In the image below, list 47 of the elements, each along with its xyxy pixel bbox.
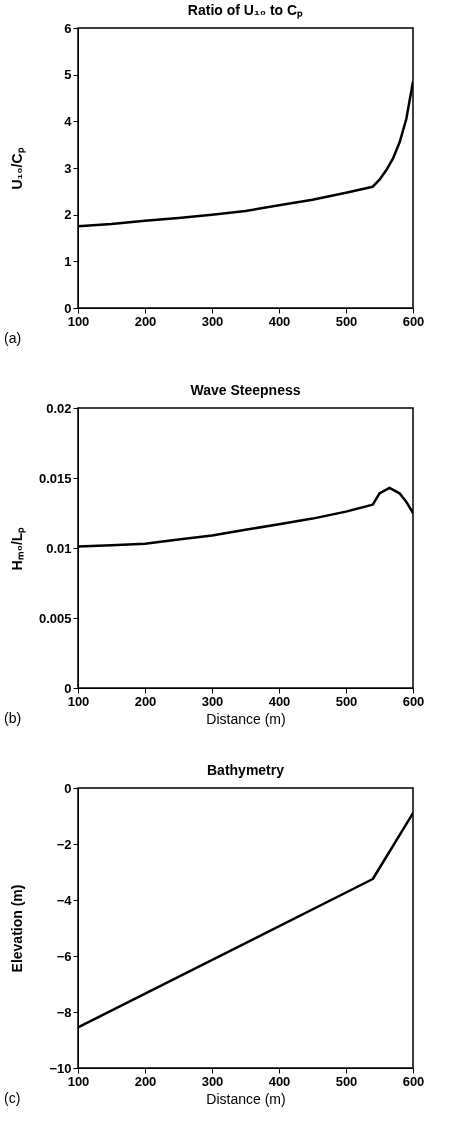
x-tick-label: 600	[402, 693, 425, 709]
x-tick-label: 500	[335, 1073, 358, 1089]
x-tick-label: 300	[201, 313, 224, 329]
x-axis-title: Distance (m)	[206, 1090, 286, 1107]
x-tick-label: 200	[134, 313, 157, 329]
y-tick-label: 6	[64, 20, 72, 36]
x-tick-label: 200	[134, 693, 157, 709]
x-tick-label: 400	[268, 693, 291, 709]
x-tick-label: 400	[268, 313, 291, 329]
y-axis-title: Hₘ₀/Lₚ	[8, 526, 26, 571]
x-tick-label: 300	[201, 693, 224, 709]
x-tick-label: 200	[134, 1073, 157, 1089]
y-tick-label: 2	[64, 207, 72, 223]
y-axis-title: Elevation (m)	[8, 884, 25, 973]
y-tick-label: 4	[64, 113, 73, 129]
x-tick-label: 500	[335, 693, 358, 709]
y-tick-label: 0	[64, 780, 72, 796]
x-tick-label: 400	[268, 1073, 291, 1089]
y-tick-label: −6	[56, 948, 72, 964]
y-tick-label: 5	[64, 67, 72, 83]
y-tick-label: −4	[56, 892, 73, 908]
y-tick-label: 0.02	[46, 400, 72, 416]
y-tick-label: 3	[64, 160, 72, 176]
x-tick-label: 600	[402, 313, 425, 329]
x-tick-label: 600	[402, 1073, 425, 1089]
x-tick-label: 100	[67, 693, 90, 709]
y-tick-label: 0.015	[38, 470, 72, 486]
text: (a)	[4, 330, 22, 346]
y-tick-label: 1	[64, 253, 72, 269]
x-tick-label: 100	[67, 1073, 90, 1089]
text: (b)	[4, 710, 22, 726]
y-tick-label: 0	[64, 300, 72, 316]
chart-title: Wave Steepness	[190, 382, 301, 398]
y-tick-label: 0.005	[38, 610, 72, 626]
chart-title: Ratio of U₁₀ to Cₚ	[187, 2, 304, 19]
y-axis-title: U₁₀/Cₚ	[8, 147, 26, 190]
y-tick-label: 0	[64, 680, 72, 696]
chart-title: Bathymetry	[206, 762, 285, 778]
y-tick-label: −2	[56, 836, 72, 852]
x-tick-label: 300	[201, 1073, 224, 1089]
x-tick-label: 100	[67, 313, 90, 329]
x-tick-label: 500	[335, 313, 358, 329]
y-tick-label: −10	[49, 1060, 72, 1076]
y-tick-label: −8	[56, 1004, 72, 1020]
text: (c)	[4, 1090, 21, 1106]
y-tick-label: 0.01	[46, 540, 72, 556]
x-axis-title: Distance (m)	[206, 710, 286, 727]
